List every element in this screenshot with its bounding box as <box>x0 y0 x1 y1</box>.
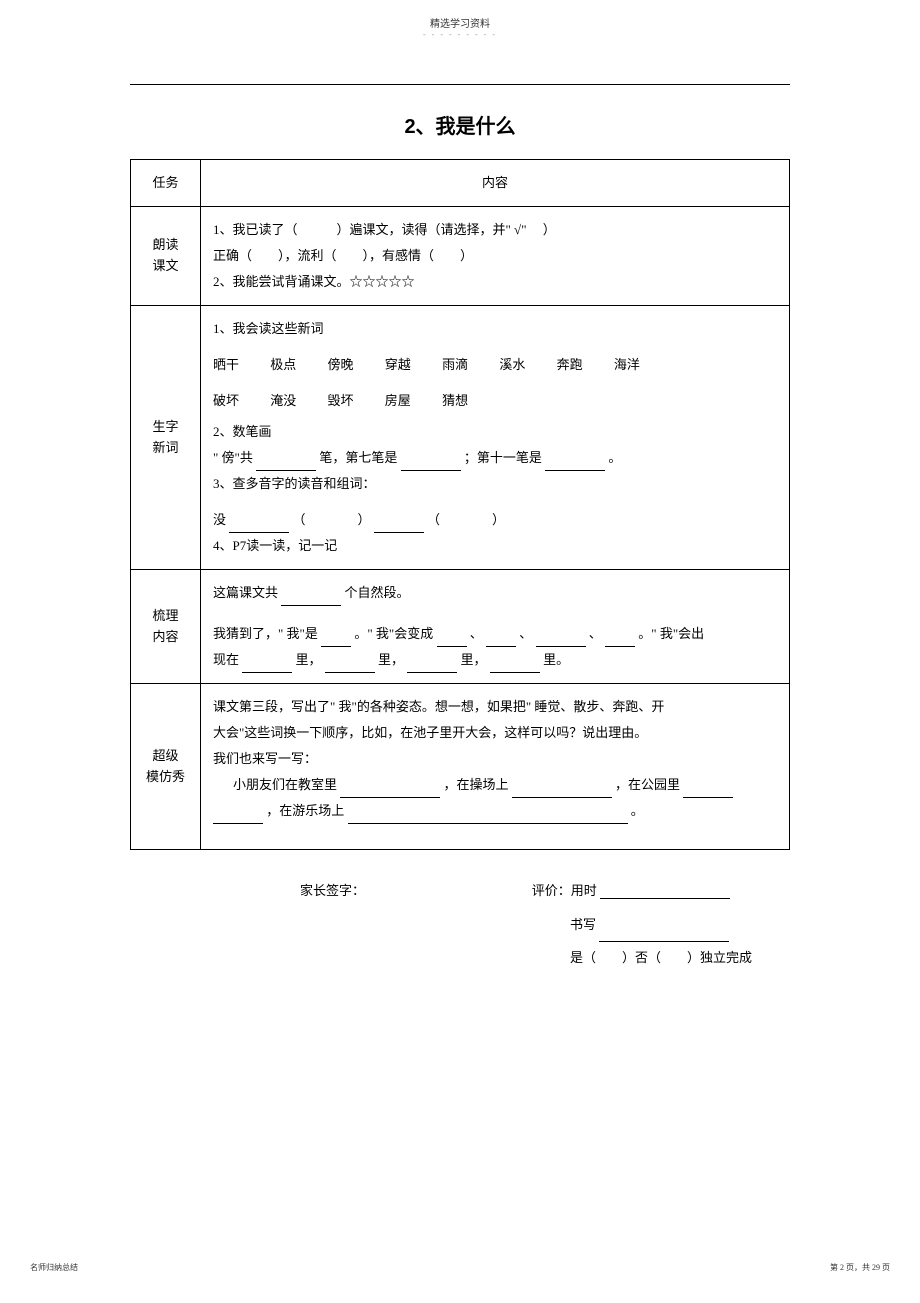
row-label-vocab: 生字 新词 <box>131 306 201 570</box>
row-label-summary: 梳理 内容 <box>131 570 201 684</box>
row-label-reading: 朗读 课文 <box>131 207 201 306</box>
worksheet-table: 任务 内容 朗读 课文 1、我已读了（ ）遍课文，读得（请选择，并" √" ） … <box>130 159 790 850</box>
page-title: 2、我是什么 <box>130 110 790 139</box>
row-content-summary: 这篇课文共 个自然段。 我猜到了，" 我"是 。" 我"会变成 、 、 、 。"… <box>201 570 790 684</box>
eval-block: 书写 是（ ）否（ ）独立完成 <box>570 909 790 974</box>
table-header-row: 任务 内容 <box>131 160 790 207</box>
footer-right: 第 2 页，共 29 页 <box>830 1262 890 1273</box>
parent-signature: 家长签字： <box>300 880 365 899</box>
header-task: 任务 <box>131 160 201 207</box>
eval-time: 评价：用时 <box>532 880 730 899</box>
header-sub: - - - - - - - - - <box>0 30 920 39</box>
row-content-reading: 1、我已读了（ ）遍课文，读得（请选择，并" √" ） 正确（ ），流利（ ），… <box>201 207 790 306</box>
table-row: 梳理 内容 这篇课文共 个自然段。 我猜到了，" 我"是 。" 我"会变成 、 <box>131 570 790 684</box>
header-text: 精选学习资料 <box>0 0 920 30</box>
table-row: 超级 模仿秀 课文第三段，写出了" 我"的各种姿态。想一想，如果把" 睡觉、散步… <box>131 684 790 850</box>
row-content-vocab: 1、我会读这些新词 晒干 极点 傍晚 穿越 雨滴 溪水 奔跑 海洋 破坏 淹没 … <box>201 306 790 570</box>
divider-line <box>130 84 790 85</box>
header-content: 内容 <box>201 160 790 207</box>
table-row: 生字 新词 1、我会读这些新词 晒干 极点 傍晚 穿越 雨滴 溪水 奔跑 海洋 … <box>131 306 790 570</box>
row-label-mimic: 超级 模仿秀 <box>131 684 201 850</box>
table-row: 朗读 课文 1、我已读了（ ）遍课文，读得（请选择，并" √" ） 正确（ ），… <box>131 207 790 306</box>
content-area: 2、我是什么 任务 内容 朗读 课文 1、我已读了（ ）遍课文，读得（请选择，并… <box>0 84 920 974</box>
signature-row: 家长签字： 评价：用时 <box>130 880 790 899</box>
footer-left: 名师归纳总结 <box>30 1262 78 1273</box>
row-content-mimic: 课文第三段，写出了" 我"的各种姿态。想一想，如果把" 睡觉、散步、奔跑、开 大… <box>201 684 790 850</box>
